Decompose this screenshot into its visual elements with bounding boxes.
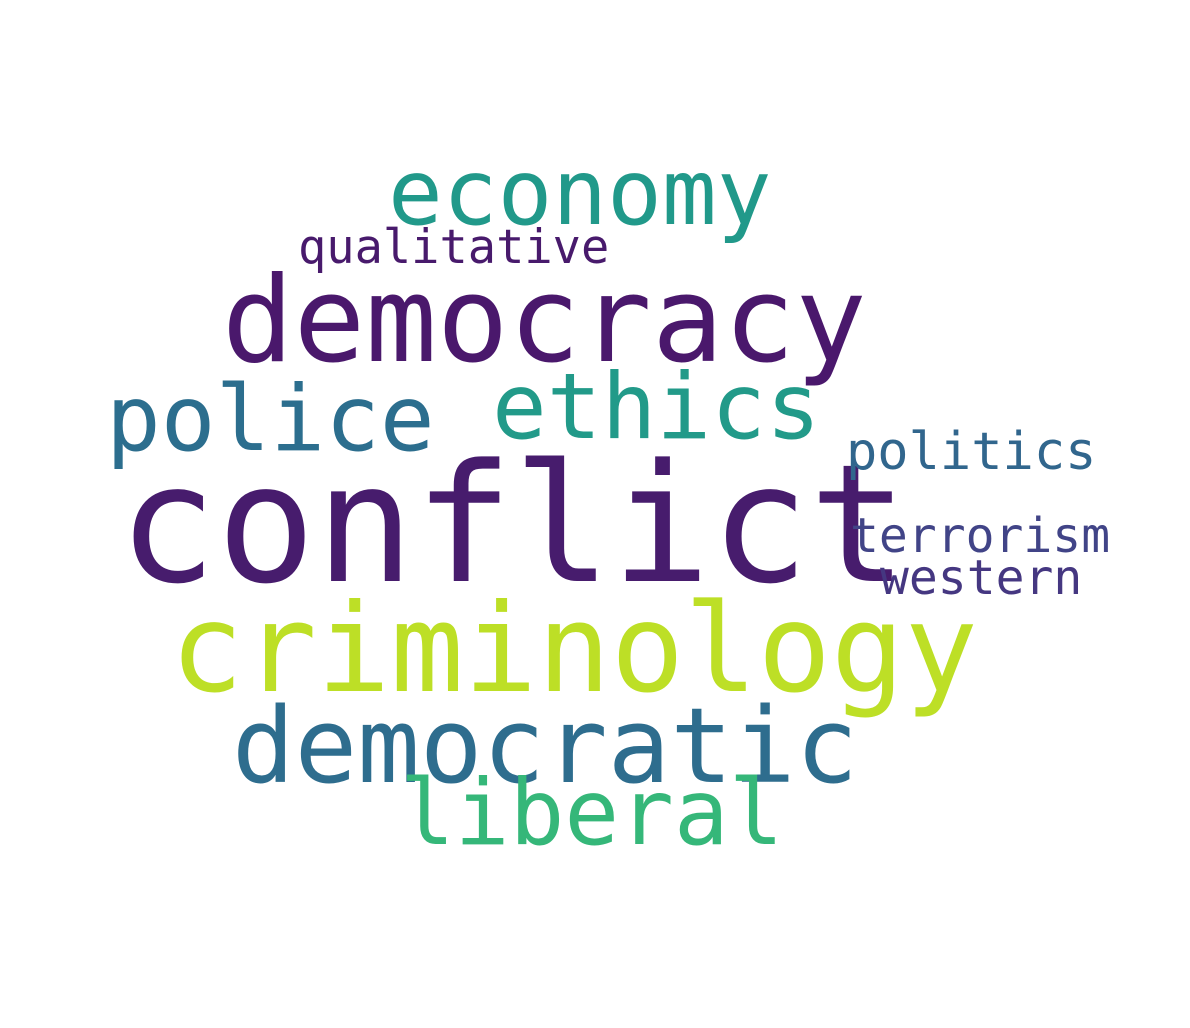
word-democratic: democratic xyxy=(232,685,859,807)
word-politics: politics xyxy=(846,422,1097,482)
word-democracy: democracy xyxy=(222,252,867,390)
word-criminology: criminology xyxy=(170,578,978,720)
word-conflict: conflict xyxy=(118,429,908,620)
word-terrorism: terrorism xyxy=(850,508,1111,564)
word-police: police xyxy=(106,367,435,472)
word-qualitative: qualitative xyxy=(298,220,610,275)
word-ethics: ethics xyxy=(492,355,821,460)
word-economy: economy xyxy=(388,141,772,246)
word-liberal: liberal xyxy=(400,761,784,866)
word-western: western xyxy=(880,550,1083,606)
